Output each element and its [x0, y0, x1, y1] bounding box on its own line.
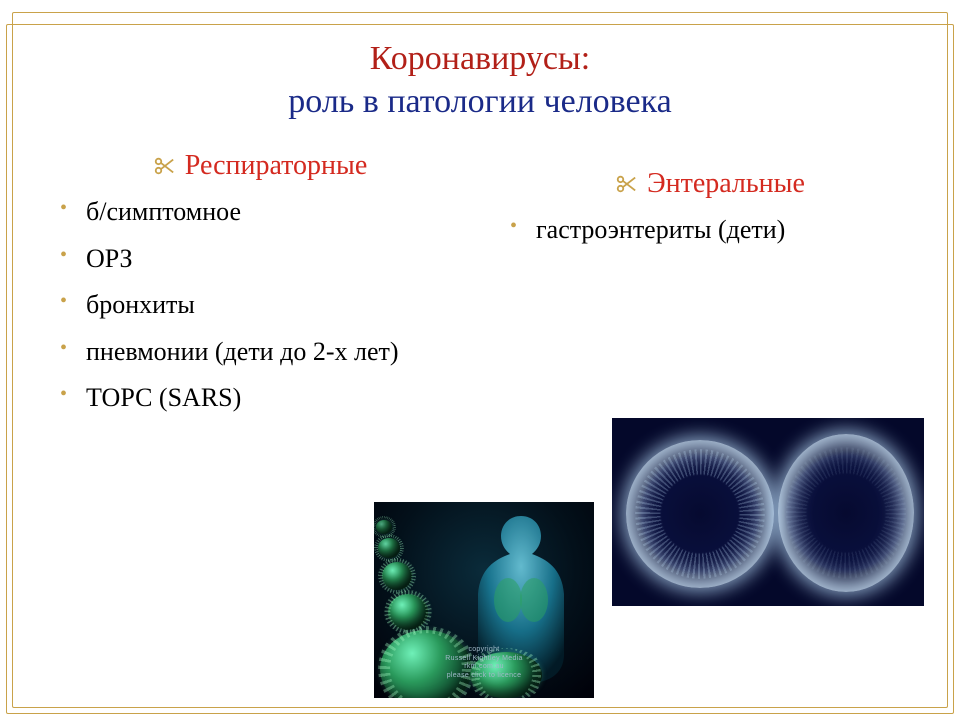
scissors-icon: [153, 155, 175, 177]
left-list: б/симптомное ОРЗ бронхиты пневмонии (дет…: [60, 196, 460, 415]
image-caption: copyright Russell Kightley Media rkm.com…: [374, 646, 594, 680]
list-item: пневмонии (дети до 2-х лет): [60, 336, 460, 369]
left-header: Респираторные: [60, 150, 460, 182]
list-item-text: ОРЗ: [86, 244, 133, 273]
left-header-text: Респираторные: [185, 150, 368, 182]
list-item-text: бронхиты: [86, 290, 195, 319]
list-item-text: ТОРС (SARS): [86, 383, 241, 412]
list-item-text: б/симптомное: [86, 197, 241, 226]
virus-ring-icon: [778, 434, 914, 592]
illustration-enteral: [612, 418, 924, 606]
list-item: бронхиты: [60, 289, 460, 322]
scissors-icon: [615, 173, 637, 195]
right-list: гастроэнтериты (дети): [510, 214, 910, 247]
right-header-text: Энтеральные: [647, 168, 805, 200]
right-header: Энтеральные: [510, 168, 910, 200]
list-item: б/симптомное: [60, 196, 460, 229]
illustration-respiratory: copyright Russell Kightley Media rkm.com…: [374, 502, 594, 698]
caption-line: rkm.com.au: [374, 663, 594, 671]
caption-line: Russell Kightley Media: [374, 655, 594, 663]
caption-line: copyright: [374, 646, 594, 654]
list-item: гастроэнтериты (дети): [510, 214, 910, 247]
list-item-text: пневмонии (дети до 2-х лет): [86, 337, 399, 366]
list-item: ТОРС (SARS): [60, 382, 460, 415]
caption-line: please click to licence: [374, 672, 594, 680]
left-column: Респираторные б/симптомное ОРЗ бронхиты …: [30, 150, 480, 429]
list-item: ОРЗ: [60, 243, 460, 276]
right-column: Энтеральные гастроэнтериты (дети): [480, 150, 930, 429]
content-columns: Респираторные б/симптомное ОРЗ бронхиты …: [30, 150, 930, 429]
virus-ring-icon: [626, 440, 774, 588]
list-item-text: гастроэнтериты (дети): [536, 215, 785, 244]
